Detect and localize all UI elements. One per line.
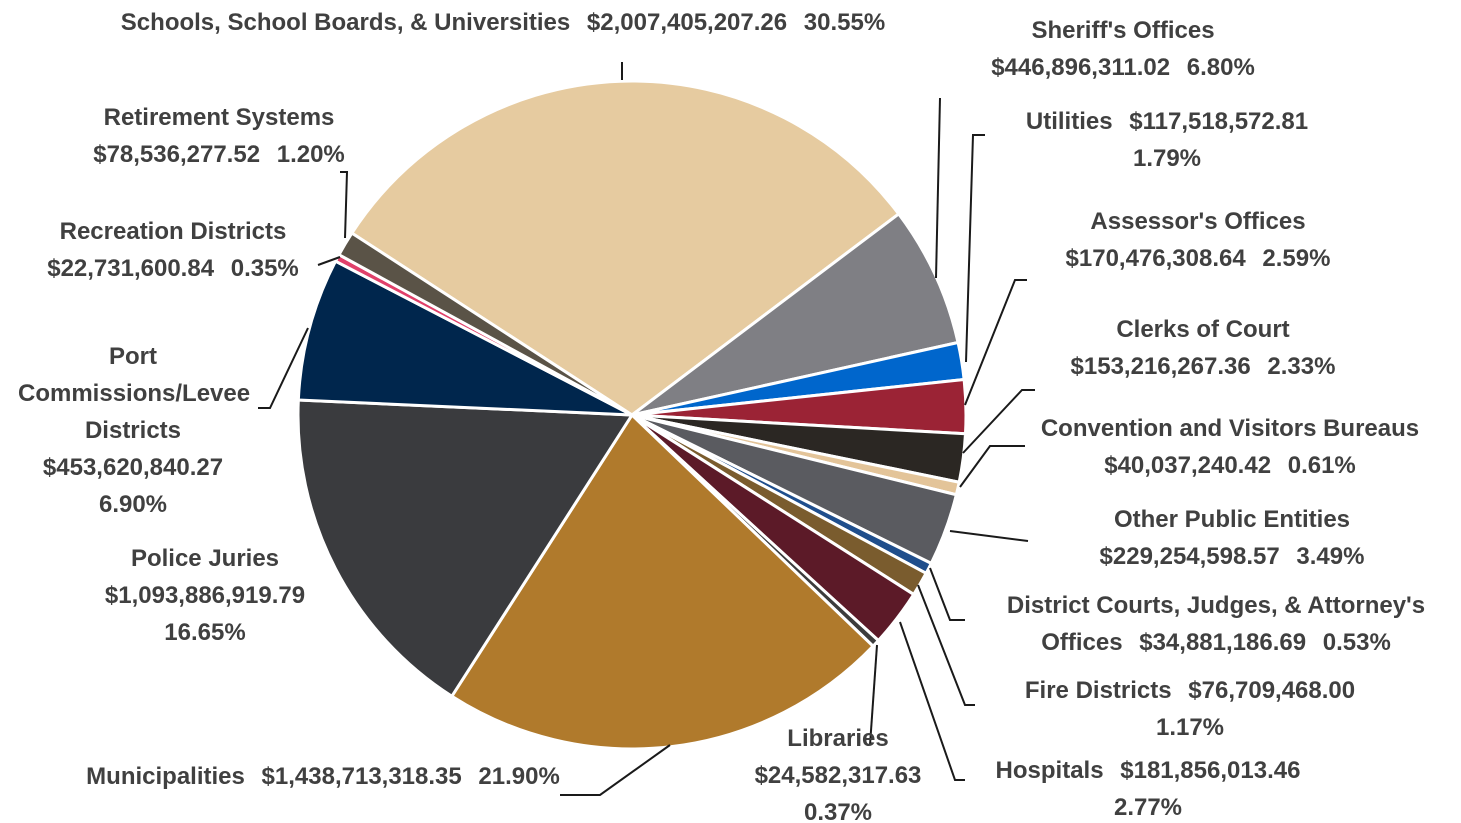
pie-slice [450,413,875,751]
label-amount: $453,620,840.27 [42,454,224,481]
slice-label: Police Juries $1,093,886,919.79 16.65% [75,540,335,651]
slice-label: Schools, School Boards, & Universities $… [53,4,953,41]
slice-label: Sheriff's Offices $446,896,311.02 6.80% [943,12,1303,86]
label-amount: $24,582,317.63 [754,762,922,789]
slice-label: Municipalities $1,438,713,318.35 21.90% [23,758,623,795]
label-percent: 1.17% [1155,714,1225,741]
label-name: Assessor's Offices [1090,208,1306,235]
label-amount: $117,518,572.81 [1129,108,1309,135]
label-percent: 0.61% [1287,452,1356,479]
leader-line [965,134,985,363]
leader-line [917,584,975,706]
label-name: Utilities [1025,108,1113,135]
slice-label: Utilities $117,518,572.81 1.79% [967,103,1367,177]
label-percent: 0.37% [803,799,873,823]
label-percent: 2.59% [1262,245,1331,272]
label-name: Sheriff's Offices [1031,17,1215,44]
label-name: Schools, School Boards, & Universities [120,9,571,36]
label-percent: 2.77% [1113,794,1183,821]
slice-label: Other Public Entities $229,254,598.57 3.4… [1052,501,1412,575]
pie-slice [337,231,634,417]
label-name: Clerks of Court [1116,316,1290,343]
label-amount: $76,709,468.00 [1188,677,1356,704]
slice-label: Fire Districts $76,709,468.00 1.17% [980,672,1400,746]
slice-label: Retirement Systems $78,536,277.52 1.20% [59,99,379,173]
label-percent: 6.90% [98,491,168,518]
label-percent: 1.79% [1132,145,1202,172]
leader-line [935,97,941,279]
pie-slice [296,398,634,698]
slice-label: Clerks of Court $153,216,267.36 2.33% [1023,311,1383,385]
label-name: District Courts, Judges, & Attorney's Of… [1006,592,1426,656]
label-amount: $181,856,013.46 [1120,757,1301,784]
pie-slice [350,79,901,417]
slice-label: Assessor's Offices $170,476,308.64 2.59% [1018,203,1378,277]
leader-line [962,389,1035,454]
pie-slice [296,259,634,417]
label-percent: 2.33% [1267,353,1336,380]
slice-label: Hospitals $181,856,013.46 2.77% [948,752,1348,823]
label-amount: $1,093,886,919.79 [104,582,306,609]
leader-line [899,621,965,781]
slice-label: Libraries $24,582,317.63 0.37% [728,720,948,823]
leader-line [340,171,349,239]
label-amount: $2,007,405,207.26 [586,9,788,36]
leader-line [869,644,878,746]
leader-line [929,567,965,621]
label-percent: 6.80% [1186,54,1255,81]
label-name: Police Juries [130,545,280,572]
leader-line [964,279,1027,406]
slice-label: District Courts, Judges, & Attorney's Of… [976,587,1456,661]
label-amount: $34,881,186.69 [1139,629,1307,656]
label-percent: 21.90% [478,763,560,790]
label-name: Other Public Entities [1113,506,1351,533]
label-percent: 3.49% [1296,543,1365,570]
leader-line [258,327,309,409]
leader-line [959,445,1025,488]
label-amount: $170,476,308.64 [1065,245,1246,272]
label-amount: $78,536,277.52 [93,141,261,168]
label-name: Convention and Visitors Bureaus [1040,415,1420,442]
label-amount: $153,216,267.36 [1070,353,1251,380]
slice-label: Convention and Visitors Bureaus $40,037,2… [1010,410,1450,484]
label-amount: $1,438,713,318.35 [261,763,462,790]
label-name: Libraries [787,725,889,752]
leader-line [949,530,1029,542]
leader-line [560,744,671,796]
label-name: Fire Districts [1024,677,1172,704]
label-name: Port Commissions/Levee Districts [18,343,251,444]
label-percent: 1.20% [276,141,345,168]
label-amount: $22,731,600.84 [47,255,215,282]
label-name: Recreation Districts [59,218,287,245]
label-amount: $446,896,311.02 [991,54,1171,81]
label-percent: 0.53% [1322,629,1391,656]
slice-label: Port Commissions/Levee Districts $453,620… [18,338,251,523]
label-amount: $40,037,240.42 [1104,452,1272,479]
label-name: Retirement Systems [103,104,335,131]
label-amount: $229,254,598.57 [1099,543,1280,570]
label-percent: 0.35% [230,255,299,282]
leader-line [317,256,341,266]
label-percent: 30.55% [803,9,886,36]
label-percent: 16.65% [164,619,246,646]
label-name: Municipalities [86,763,245,790]
slice-label: Recreation Districts $22,731,600.84 0.35% [13,213,333,287]
label-name: Hospitals [995,757,1104,784]
